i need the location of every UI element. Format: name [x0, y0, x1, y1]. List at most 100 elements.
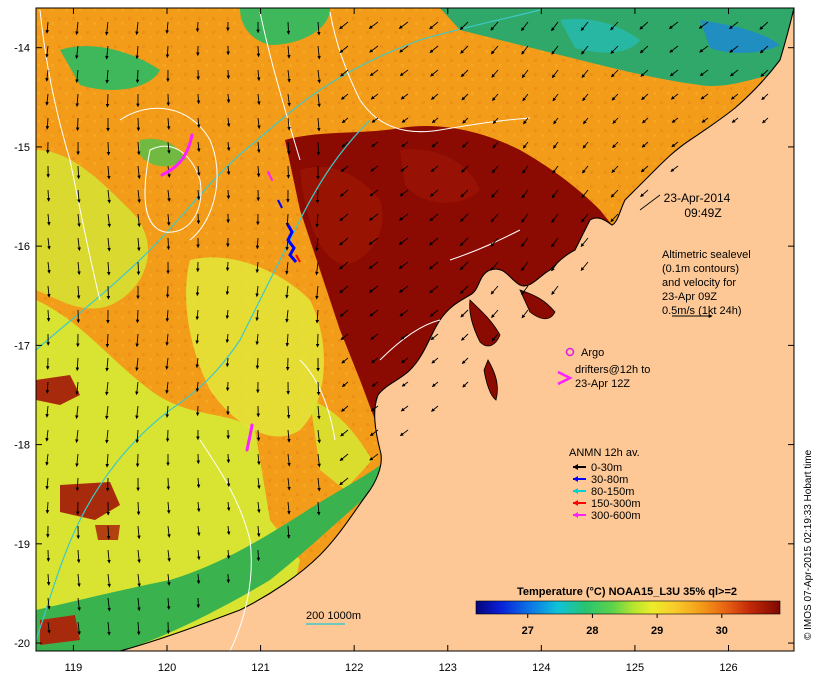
velocity-arrow [371, 381, 379, 387]
velocity-arrow [369, 429, 379, 437]
velocity-arrow [315, 189, 320, 204]
velocity-arrow [429, 237, 439, 246]
velocity-arrow [399, 309, 409, 317]
velocity-arrow [196, 549, 201, 561]
velocity-arrow [316, 141, 321, 156]
float-legend: Argo drifters@12h to 23-Apr 12Z [557, 347, 650, 390]
isobath-legend-label: 200 1000m [306, 610, 361, 622]
velocity-arrow [317, 117, 321, 132]
velocity-arrow [523, 117, 529, 125]
velocity-arrow [225, 333, 230, 344]
velocity-arrow [698, 21, 709, 29]
velocity-arrow [581, 189, 589, 199]
velocity-arrow [106, 141, 111, 156]
velocity-arrow [729, 45, 739, 53]
velocity-arrow [369, 45, 379, 53]
velocity-arrow [256, 165, 261, 178]
velocity-arrow [612, 141, 619, 149]
argo-marker [565, 347, 575, 357]
velocity-arrow [731, 117, 739, 123]
map-area[interactable] [36, 8, 794, 651]
velocity-arrow [167, 573, 171, 586]
velocity-arrow [256, 525, 261, 538]
velocity-arrow [107, 597, 111, 612]
velocity-arrow [225, 309, 230, 320]
velocity-arrow [47, 285, 51, 298]
velocity-arrow [553, 141, 559, 149]
velocity-arrow [287, 93, 291, 107]
velocity-arrow [226, 453, 231, 464]
velocity-arrow [610, 213, 619, 223]
velocity-arrow [315, 333, 320, 348]
velocity-arrow [167, 549, 171, 562]
velocity-arrow [339, 45, 349, 53]
velocity-arrow [135, 309, 140, 324]
velocity-arrow [105, 381, 109, 396]
velocity-arrow [287, 429, 291, 443]
velocity-arrow [459, 237, 469, 247]
velocity-arrow [521, 45, 529, 55]
anmn-legend-label-1: 30-80m [591, 474, 628, 486]
velocity-arrow [669, 69, 679, 77]
velocity-arrow [165, 357, 169, 370]
velocity-arrow [640, 189, 649, 197]
isobath-200m [36, 9, 541, 351]
velocity-arrow [195, 333, 200, 345]
ssh-contours [39, 9, 531, 651]
velocity-arrow [759, 45, 769, 54]
velocity-arrow [368, 21, 379, 29]
velocity-arrow [612, 117, 619, 124]
velocity-arrow [701, 117, 709, 123]
anmn-legend-title: ANMN 12h av. [569, 447, 640, 459]
lon-tick-label-124: 124 [532, 662, 550, 674]
timestamp-time: 09:49Z [684, 206, 721, 220]
velocity-arrow [226, 93, 231, 104]
velocity-arrow [400, 93, 409, 100]
velocity-arrow [226, 525, 231, 536]
velocity-arrow [105, 405, 109, 420]
velocity-arrow [105, 93, 110, 108]
velocity-arrow [551, 69, 559, 79]
velocity-arrow [521, 189, 529, 199]
velocity-arrow [398, 237, 409, 245]
velocity-arrow [522, 141, 529, 149]
velocity-arrow [165, 429, 170, 442]
velocity-arrow [76, 165, 81, 180]
velocity-arrow [491, 69, 499, 78]
velocity-arrow [551, 213, 559, 223]
anmn-legend-arrowhead-4 [573, 512, 578, 518]
velocity-arrow [399, 189, 409, 197]
velocity-arrow [196, 165, 201, 177]
velocity-legend-line-5: 0.5m/s (1kt 24h) [662, 305, 741, 317]
anmn-cluster-blue-2 [277, 199, 283, 209]
velocity-arrow [256, 549, 261, 562]
velocity-arrow [135, 21, 139, 36]
velocity-arrow [339, 285, 349, 294]
velocity-arrow [581, 213, 589, 223]
velocity-arrow [105, 357, 109, 372]
velocity-arrow [369, 213, 379, 221]
velocity-arrow [459, 285, 469, 294]
velocity-arrow [370, 165, 379, 172]
velocity-arrow [370, 405, 379, 412]
drifter-marker [557, 370, 573, 386]
velocity-arrow [135, 405, 139, 420]
velocity-arrow [610, 45, 619, 54]
anmn-legend: ANMN 12h av. 0-30m30-80m80-150m150-300m3… [569, 447, 641, 522]
velocity-arrow [225, 285, 230, 296]
velocity-arrow [431, 141, 439, 148]
velocity-arrow [106, 525, 111, 540]
velocity-arrow [287, 45, 291, 59]
velocity-arrow [429, 189, 439, 197]
velocity-arrow [287, 501, 291, 515]
sea-cool-patch-2 [700, 20, 780, 53]
velocity-arrow [400, 333, 409, 340]
argo-label: Argo [581, 347, 604, 359]
velocity-arrow [196, 117, 201, 129]
velocity-arrow [641, 141, 649, 148]
velocity-arrow [760, 69, 769, 77]
velocity-arrow [521, 261, 529, 272]
velocity-arrow [429, 21, 439, 30]
sea-hot-texture [300, 166, 383, 265]
velocity-arrow [521, 285, 529, 295]
